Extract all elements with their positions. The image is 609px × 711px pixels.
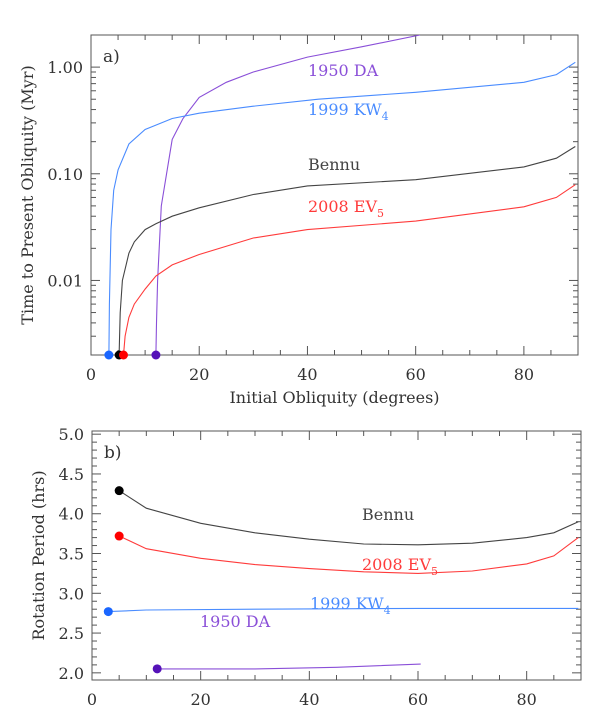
- start-marker: [114, 531, 124, 541]
- start-marker: [151, 350, 161, 360]
- series-label-subscript: 4: [384, 604, 391, 617]
- panel-a: 1950 DA 1999 KW4 Bennu 2008 EV5: [90, 34, 579, 360]
- series-line-2008-ev: [122, 184, 576, 355]
- series-label: 1999 KW4: [308, 100, 389, 123]
- y-tick-label: 5.0: [59, 425, 84, 444]
- x-tick-label: 60: [405, 365, 425, 384]
- series-label-subscript: 5: [377, 207, 384, 220]
- series-label: 1999 KW4: [310, 594, 391, 617]
- y-tick-label: 3.0: [59, 584, 84, 603]
- x-axis-title: Initial Obliquity (degrees): [229, 388, 439, 407]
- x-tick-label: 20: [190, 690, 210, 709]
- y-tick-label: 0.01: [47, 271, 83, 290]
- y-tick-label: 2.0: [59, 664, 84, 683]
- series-line-1950-da: [157, 663, 421, 670]
- x-tick-label: 40: [299, 690, 319, 709]
- x-tick-label: 80: [516, 690, 536, 709]
- x-tick-label: 0: [87, 690, 97, 709]
- panel-b: Bennu 2008 EV5 1999 KW4 1950 DA: [91, 430, 582, 681]
- panel-label: b): [104, 443, 122, 463]
- series-label: Bennu: [308, 155, 360, 174]
- y-tick-label: 2.5: [59, 624, 84, 643]
- y-tick-label: 3.5: [59, 545, 84, 564]
- x-tick-label: 40: [297, 365, 317, 384]
- series-line-2008-ev: [118, 535, 579, 574]
- start-marker: [118, 350, 128, 360]
- y-tick-label: 4.5: [59, 465, 84, 484]
- y-axis-title: Rotation Period (hrs): [29, 470, 48, 640]
- y-axis-title: Time to Present Obliquity (Myr): [18, 65, 37, 324]
- series-line-1950-da: [155, 35, 421, 355]
- x-tick-label: 80: [514, 365, 534, 384]
- y-tick-label: 4.0: [59, 505, 84, 524]
- y-tick-label: 0.10: [47, 165, 83, 184]
- series-label: 1950 DA: [308, 61, 379, 80]
- series-label-subscript: 5: [431, 565, 438, 578]
- series-line-1999-kw: [108, 607, 579, 613]
- y-tick-label: 1.00: [47, 58, 83, 77]
- series-label: 2008 EV5: [362, 555, 438, 578]
- series-label: 2008 EV5: [308, 197, 384, 220]
- x-tick-label: 0: [86, 365, 96, 384]
- start-marker: [152, 664, 162, 674]
- series-line-bennu: [118, 146, 576, 355]
- start-marker: [114, 486, 124, 496]
- x-tick-label: 60: [408, 690, 428, 709]
- series-label-subscript: 4: [382, 110, 389, 123]
- plot-frame: [91, 430, 582, 681]
- start-marker: [103, 607, 113, 617]
- series-line-1999-kw: [108, 61, 576, 355]
- series-label: 1950 DA: [200, 612, 271, 631]
- start-marker: [104, 350, 114, 360]
- series-line-bennu: [118, 490, 579, 546]
- series-label: Bennu: [362, 505, 414, 524]
- panel-label: a): [103, 47, 120, 67]
- plot-frame: [90, 34, 579, 356]
- x-tick-label: 20: [189, 365, 209, 384]
